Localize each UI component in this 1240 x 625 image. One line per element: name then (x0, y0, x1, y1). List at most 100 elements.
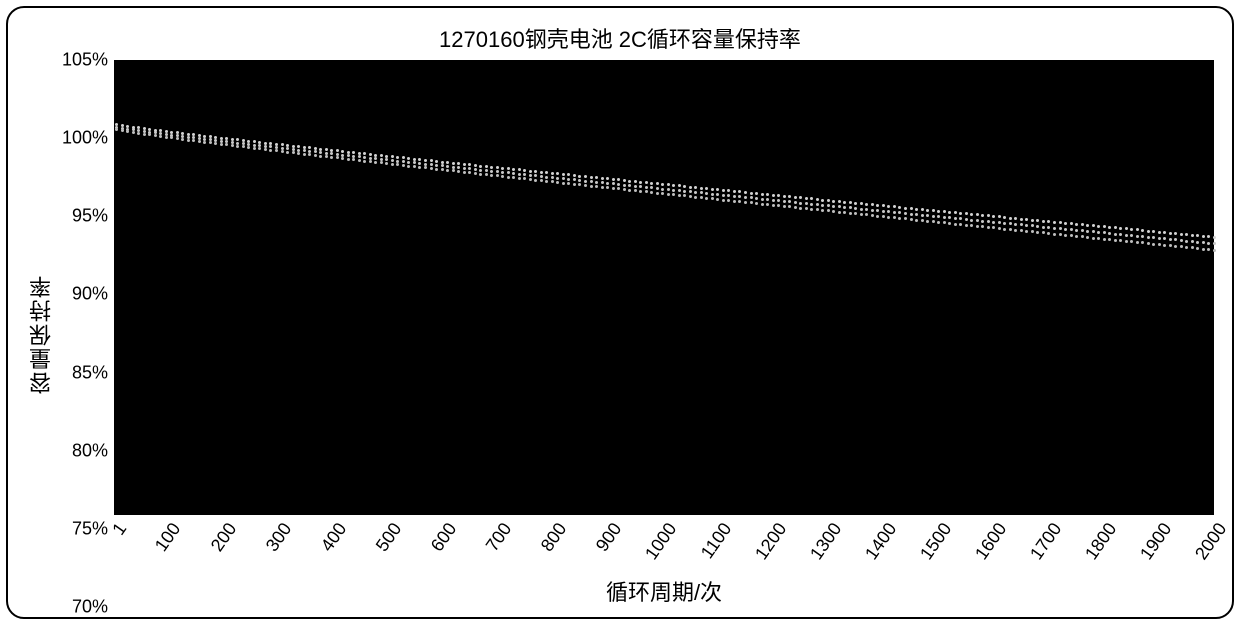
series-1-point (1114, 233, 1117, 236)
series-2-point (275, 143, 278, 146)
series-1-point (507, 171, 510, 174)
series-2-point (705, 187, 708, 190)
series-1-point (887, 210, 890, 213)
series-2-point (970, 213, 973, 216)
series-1-point (810, 203, 813, 206)
series-3-point (926, 220, 929, 223)
series-2-point (220, 137, 223, 140)
series-1-point (750, 196, 753, 199)
series-1-point (661, 188, 664, 191)
series-3-point (1025, 230, 1028, 233)
series-3-point (446, 169, 449, 172)
chart-row: 容量保持率 70%75%80%85%90%95%100%105% 1100200… (26, 60, 1214, 607)
series-2-point (981, 214, 984, 217)
series-2-point (154, 129, 157, 132)
series-2-point (904, 207, 907, 210)
series-1-point (551, 176, 554, 179)
series-1-point (1003, 222, 1006, 225)
series-1-point (882, 210, 885, 213)
series-1-point (1086, 230, 1089, 233)
series-2-point (1031, 219, 1034, 222)
series-3-point (225, 143, 228, 146)
series-1-point (1020, 223, 1023, 226)
series-2-point (1202, 235, 1205, 238)
series-3-point (396, 163, 399, 166)
series-3-point (876, 215, 879, 218)
series-3-point (965, 224, 968, 227)
series-3-point (247, 146, 250, 149)
series-1-point (1202, 241, 1205, 244)
series-2-point (214, 136, 217, 139)
series-1-point (1009, 222, 1012, 225)
series-3-point (303, 153, 306, 156)
x-tick-label: 800 (536, 519, 570, 556)
series-3-point (159, 135, 162, 138)
series-1-point (965, 218, 968, 221)
series-3-point (606, 186, 609, 189)
series-3-point (772, 204, 775, 207)
series-1-point (1119, 233, 1122, 236)
series-1-point (1097, 231, 1100, 234)
series-2-point (700, 187, 703, 190)
series-1-point (418, 162, 421, 165)
series-3-point (805, 207, 808, 210)
series-1-point (893, 211, 896, 214)
series-1-point (865, 208, 868, 211)
series-3-point (452, 169, 455, 172)
series-3-point (1191, 246, 1194, 249)
x-tick-label: 500 (371, 519, 405, 556)
series-1-point (578, 179, 581, 182)
series-3-point (1108, 238, 1111, 241)
x-tick-label: 700 (481, 519, 515, 556)
series-2-point (181, 132, 184, 135)
series-3-point (463, 171, 466, 174)
series-1-point (645, 186, 648, 189)
series-3-point (468, 171, 471, 174)
series-2-point (485, 165, 488, 168)
series-2-point (1092, 224, 1095, 227)
series-3-point (921, 219, 924, 222)
series-2-point (556, 172, 559, 175)
series-3-point (678, 194, 681, 197)
series-2-point (380, 154, 383, 157)
series-3-point (1114, 239, 1117, 242)
series-2-point (601, 177, 604, 180)
series-2-point (667, 183, 670, 186)
series-3-point (512, 176, 515, 179)
series-1-point (1108, 232, 1111, 235)
series-2-point (468, 163, 471, 166)
series-3-point (325, 155, 328, 158)
series-2-point (887, 205, 890, 208)
series-1-point (286, 147, 289, 150)
series-3-point (358, 159, 361, 162)
series-2-point (325, 148, 328, 151)
series-2-point (843, 201, 846, 204)
chart-frame: 1270160钢壳电池 2C循环容量保持率 容量保持率 70%75%80%85%… (6, 6, 1234, 619)
series-1-point (849, 206, 852, 209)
ylabel-col: 容量保持率 (26, 60, 58, 607)
series-2-point (694, 186, 697, 189)
series-3-point (738, 200, 741, 203)
series-3-point (683, 194, 686, 197)
series-2-point (678, 184, 681, 187)
series-1-point (672, 189, 675, 192)
series-3-point (540, 179, 543, 182)
series-3-point (551, 180, 554, 183)
series-2-point (1196, 234, 1199, 237)
series-1-point (479, 169, 482, 172)
series-2-point (319, 148, 322, 151)
series-2-point (501, 167, 504, 170)
series-1-point (1042, 226, 1045, 229)
series-1-point (992, 221, 995, 224)
series-3-point (209, 141, 212, 144)
series-1-point (1025, 224, 1028, 227)
series-2-point (1125, 227, 1128, 230)
x-tick-label: 1100 (697, 519, 736, 563)
series-3-point (832, 210, 835, 213)
series-1-point (590, 180, 593, 183)
series-3-point (711, 197, 714, 200)
series-2-point (777, 194, 780, 197)
series-3-point (733, 200, 736, 203)
series-2-point (347, 151, 350, 154)
series-2-point (1009, 217, 1012, 220)
